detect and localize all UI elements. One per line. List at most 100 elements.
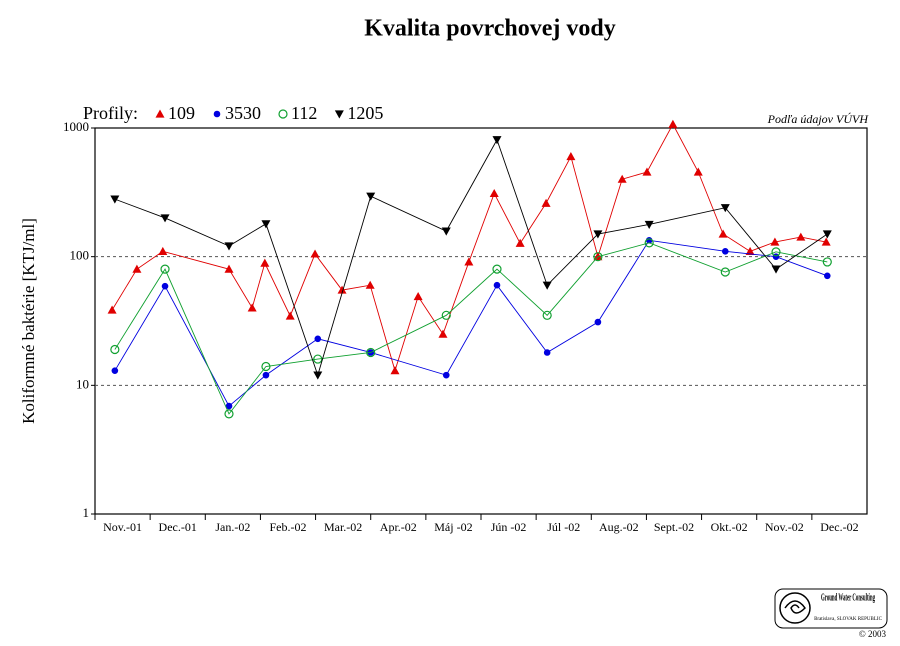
- x-tick-label: Sept.-02: [654, 520, 694, 534]
- marker: [492, 136, 502, 145]
- series-line: [111, 123, 827, 373]
- marker: [262, 371, 270, 379]
- marker: [515, 238, 525, 247]
- series: [110, 136, 832, 380]
- x-tick-label: Feb.-02: [270, 520, 307, 534]
- marker: [718, 229, 728, 238]
- chart-title: Kvalita povrchovej vody: [364, 16, 616, 42]
- marker: [438, 329, 448, 338]
- marker: [441, 310, 451, 320]
- x-tick-label: Dec.-01: [159, 520, 197, 534]
- marker: [413, 292, 423, 301]
- marker: [310, 249, 320, 258]
- marker: [721, 248, 729, 255]
- plot-frame: [94, 127, 868, 515]
- marker: [720, 204, 730, 213]
- logo: Ground Water Consulting Bratislava, SLOV…: [774, 588, 888, 639]
- series: [110, 238, 832, 419]
- marker: [285, 311, 295, 320]
- legend-label: 112: [291, 103, 317, 123]
- x-tick-label: Júl -02: [547, 520, 580, 534]
- marker: [720, 267, 730, 277]
- marker: [366, 347, 376, 358]
- marker: [111, 367, 119, 374]
- marker: [593, 252, 603, 262]
- x-tick-label: Dec.-02: [820, 520, 858, 534]
- marker: [441, 227, 451, 236]
- marker: [489, 188, 499, 198]
- series-line: [114, 242, 828, 415]
- marker: [442, 371, 450, 379]
- y-tick-label: 1: [83, 505, 90, 520]
- x-tick-label: Aug.-02: [599, 520, 639, 534]
- marker: [542, 310, 552, 320]
- marker: [464, 257, 474, 266]
- marker: [132, 264, 142, 273]
- legend-marker: [213, 110, 221, 118]
- marker: [107, 305, 117, 314]
- x-tick-label: Okt.-02: [711, 520, 748, 534]
- source-note: Podľa údajov VÚVH: [767, 112, 870, 126]
- series: [111, 237, 831, 410]
- marker: [160, 214, 170, 223]
- marker: [593, 230, 603, 239]
- marker: [492, 264, 502, 274]
- y-axis-label: Koliformné baktérie [KTJ/ml]: [19, 218, 38, 424]
- marker: [390, 366, 400, 375]
- marker: [821, 237, 831, 246]
- x-tick-label: Nov.-01: [103, 520, 142, 534]
- marker: [313, 371, 323, 380]
- legend-marker: [334, 110, 344, 119]
- x-tick-label: Máj -02: [434, 520, 472, 534]
- x-tick-label: Jún -02: [491, 520, 527, 534]
- logo-frame: [774, 588, 888, 629]
- marker: [247, 303, 257, 312]
- marker: [313, 354, 323, 364]
- marker: [745, 246, 755, 255]
- series: [107, 119, 831, 375]
- marker: [566, 152, 576, 161]
- x-tick-label: Jan.-02: [215, 520, 250, 534]
- marker: [823, 272, 831, 280]
- marker: [543, 349, 551, 356]
- y-tick-label: 100: [70, 248, 90, 263]
- y-tick-label: 1000: [63, 119, 89, 134]
- marker: [617, 174, 627, 183]
- marker: [161, 282, 169, 290]
- marker: [796, 232, 806, 241]
- marker: [366, 192, 376, 201]
- logo-swirl: [784, 600, 806, 614]
- marker: [158, 246, 168, 255]
- legend-label: 1205: [347, 103, 383, 123]
- marker: [160, 264, 170, 274]
- marker: [771, 247, 781, 257]
- logo-copyright: © 2003: [859, 629, 887, 639]
- x-tick-label: Apr.-02: [380, 520, 417, 534]
- x-tick-label: Mar.-02: [324, 520, 362, 534]
- marker: [770, 237, 780, 246]
- marker: [224, 242, 234, 251]
- marker: [224, 409, 234, 419]
- marker: [261, 220, 271, 229]
- logo-name: Ground Water Consulting: [821, 592, 875, 603]
- logo-place: Bratislava, SLOVAK REPUBLIC: [814, 617, 882, 622]
- marker: [365, 280, 375, 289]
- marker: [822, 257, 832, 267]
- marker: [542, 281, 552, 290]
- legend-marker: [155, 109, 165, 118]
- legend-label: 3530: [225, 103, 261, 123]
- marker: [644, 238, 654, 248]
- marker: [225, 402, 233, 410]
- marker: [693, 167, 703, 176]
- marker: [541, 198, 551, 207]
- marker: [261, 361, 271, 372]
- marker: [224, 264, 234, 273]
- marker: [110, 195, 120, 204]
- marker: [771, 265, 781, 274]
- marker: [594, 318, 602, 326]
- marker: [642, 167, 652, 176]
- marker: [314, 335, 322, 343]
- marker: [822, 230, 832, 239]
- marker: [110, 344, 120, 355]
